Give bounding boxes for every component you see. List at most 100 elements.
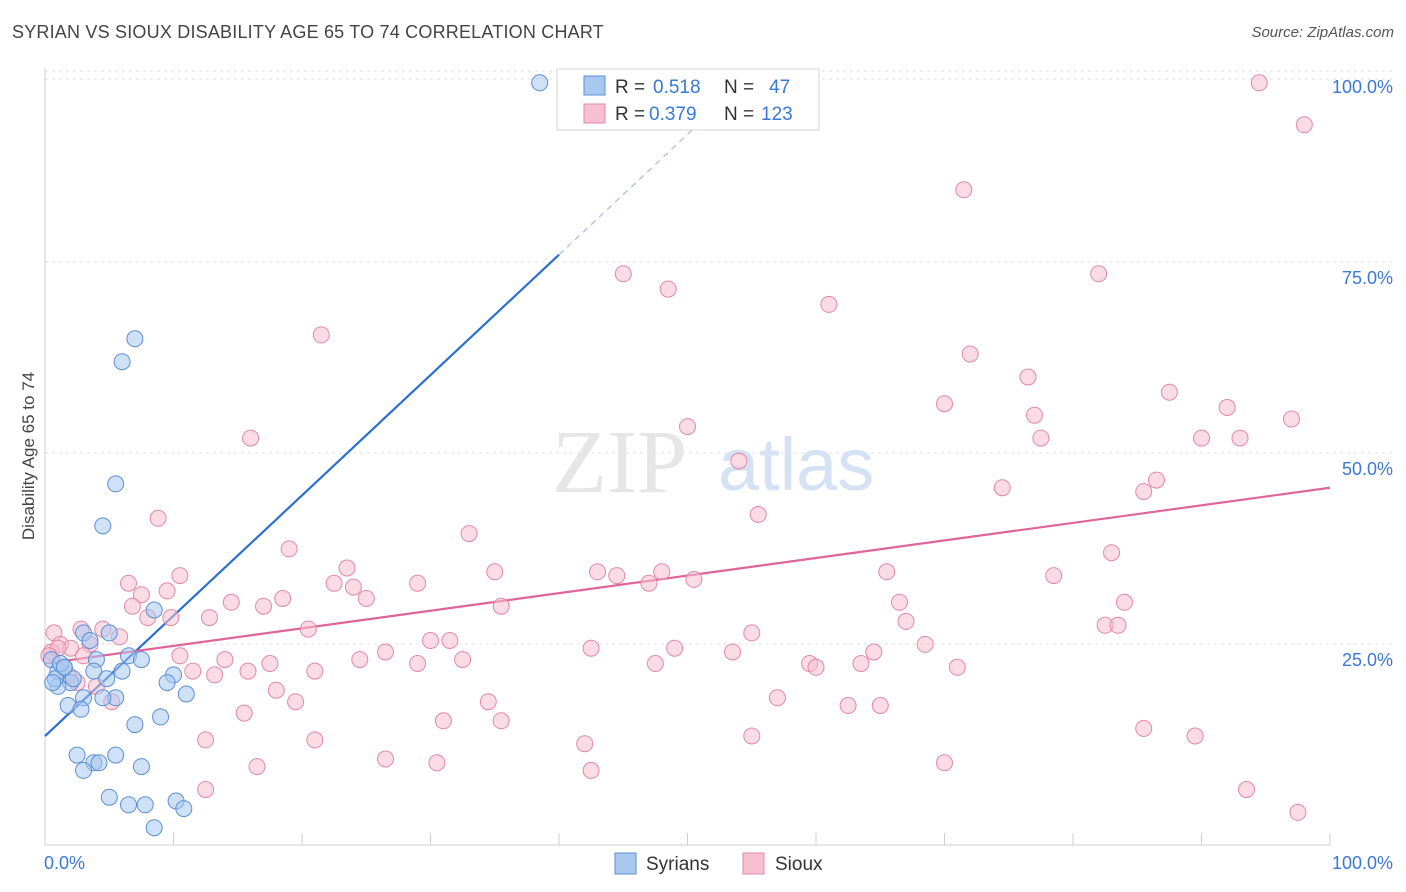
data-point-sioux bbox=[344, 578, 362, 596]
stats-n-label-sioux: N = bbox=[724, 104, 754, 125]
data-point-sioux bbox=[730, 452, 748, 470]
data-point-sioux bbox=[299, 620, 317, 638]
data-point-sioux bbox=[582, 761, 600, 779]
data-point-syrians bbox=[68, 746, 86, 764]
watermark-zip: ZIP bbox=[552, 413, 687, 512]
data-point-sioux bbox=[338, 559, 356, 577]
data-point-sioux bbox=[184, 662, 202, 680]
data-point-syrians bbox=[126, 716, 144, 734]
stats-n-value-syrians: 47 bbox=[769, 77, 790, 98]
data-point-syrians bbox=[107, 475, 125, 493]
stats-legend: R = 0.518 N = 47 R = 0.379 N = 123 bbox=[556, 68, 820, 131]
data-point-syrians bbox=[81, 632, 99, 649]
y-axis-title: Disability Age 65 to 74 bbox=[19, 372, 38, 540]
data-point-sioux bbox=[287, 693, 305, 711]
data-point-sioux bbox=[1186, 727, 1204, 745]
data-point-sioux bbox=[1238, 781, 1255, 798]
data-point-syrians bbox=[126, 330, 144, 348]
data-point-sioux bbox=[351, 651, 369, 669]
data-point-sioux bbox=[197, 781, 215, 798]
data-point-sioux bbox=[312, 326, 330, 344]
data-point-sioux bbox=[1283, 410, 1300, 428]
data-point-sioux bbox=[460, 525, 478, 543]
data-point-sioux bbox=[608, 567, 626, 585]
data-point-sioux bbox=[961, 345, 979, 363]
trend-lines bbox=[44, 97, 1331, 737]
data-point-sioux bbox=[936, 754, 953, 772]
data-point-sioux bbox=[891, 593, 908, 611]
data-point-sioux bbox=[916, 635, 934, 653]
data-point-syrians bbox=[136, 796, 154, 814]
series-legend: Syrians Sioux bbox=[614, 852, 823, 875]
y-tick-label: 50.0% bbox=[1342, 459, 1393, 479]
data-point-sioux bbox=[409, 655, 427, 672]
data-point-sioux bbox=[1109, 616, 1127, 634]
x-tick-label-min: 0.0% bbox=[44, 853, 85, 873]
stats-legend-swatch-syrians bbox=[583, 75, 606, 96]
data-point-sioux bbox=[123, 597, 141, 615]
data-point-sioux bbox=[852, 655, 870, 672]
data-point-sioux bbox=[743, 624, 761, 642]
data-point-sioux bbox=[1032, 429, 1050, 447]
legend-label-syrians: Syrians bbox=[646, 854, 709, 875]
source-label: Source: ZipAtlas.com bbox=[1251, 24, 1394, 41]
data-points bbox=[40, 74, 1313, 837]
data-point-sioux bbox=[1289, 803, 1307, 821]
legend-swatch-syrians bbox=[614, 852, 637, 875]
data-point-sioux bbox=[614, 265, 632, 283]
data-point-sioux bbox=[325, 574, 343, 592]
data-point-sioux bbox=[576, 735, 594, 753]
data-point-syrians bbox=[113, 662, 131, 680]
data-point-sioux bbox=[955, 181, 973, 199]
data-point-syrians bbox=[64, 670, 82, 688]
data-point-sioux bbox=[724, 643, 741, 661]
data-point-sioux bbox=[280, 540, 298, 558]
data-point-sioux bbox=[377, 750, 394, 768]
data-point-syrians bbox=[100, 624, 118, 642]
legend-swatch-sioux bbox=[742, 852, 765, 875]
data-point-syrians bbox=[98, 670, 116, 688]
data-point-sioux bbox=[993, 479, 1011, 497]
data-point-sioux bbox=[871, 697, 889, 714]
data-point-sioux bbox=[120, 574, 137, 592]
data-point-sioux bbox=[589, 563, 606, 581]
data-point-syrians bbox=[113, 353, 131, 371]
data-point-sioux bbox=[409, 574, 427, 592]
data-point-sioux bbox=[936, 395, 953, 413]
data-point-sioux bbox=[274, 590, 292, 607]
data-point-sioux bbox=[267, 681, 285, 699]
data-point-syrians bbox=[145, 819, 163, 837]
data-point-sioux bbox=[1045, 567, 1063, 585]
data-point-sioux bbox=[749, 506, 767, 523]
data-point-sioux bbox=[1160, 383, 1178, 401]
data-point-syrians bbox=[152, 708, 170, 726]
data-point-sioux bbox=[197, 731, 215, 749]
data-point-sioux bbox=[162, 609, 180, 627]
y-tick-label: 75.0% bbox=[1342, 268, 1393, 288]
data-point-sioux bbox=[428, 754, 446, 772]
data-point-syrians bbox=[145, 601, 163, 619]
data-point-sioux bbox=[357, 590, 375, 607]
data-point-sioux bbox=[768, 689, 786, 707]
data-point-sioux bbox=[948, 658, 966, 676]
y-tick-labels: 25.0% 50.0% 75.0% 100.0% bbox=[1332, 77, 1393, 670]
data-point-sioux bbox=[377, 643, 394, 661]
data-point-sioux bbox=[1148, 471, 1165, 489]
x-tick-label-max: 100.0% bbox=[1332, 853, 1393, 873]
data-point-syrians bbox=[85, 662, 103, 680]
data-point-sioux bbox=[454, 651, 472, 669]
data-point-syrians bbox=[75, 761, 92, 779]
data-point-syrians bbox=[94, 689, 112, 707]
data-point-sioux bbox=[820, 295, 838, 313]
data-point-sioux bbox=[434, 712, 452, 730]
data-point-sioux bbox=[216, 651, 234, 669]
chart-title: SYRIAN VS SIOUX DISABILITY AGE 65 TO 74 … bbox=[12, 22, 604, 42]
data-point-syrians bbox=[55, 658, 73, 676]
data-point-sioux bbox=[839, 697, 857, 714]
data-point-sioux bbox=[222, 593, 240, 611]
stats-r-value-syrians: 0.518 bbox=[653, 77, 701, 98]
data-point-sioux bbox=[653, 563, 671, 581]
data-point-sioux bbox=[132, 586, 150, 604]
stats-n-value-sioux: 123 bbox=[761, 104, 793, 125]
x-tick-marks bbox=[173, 833, 1331, 845]
